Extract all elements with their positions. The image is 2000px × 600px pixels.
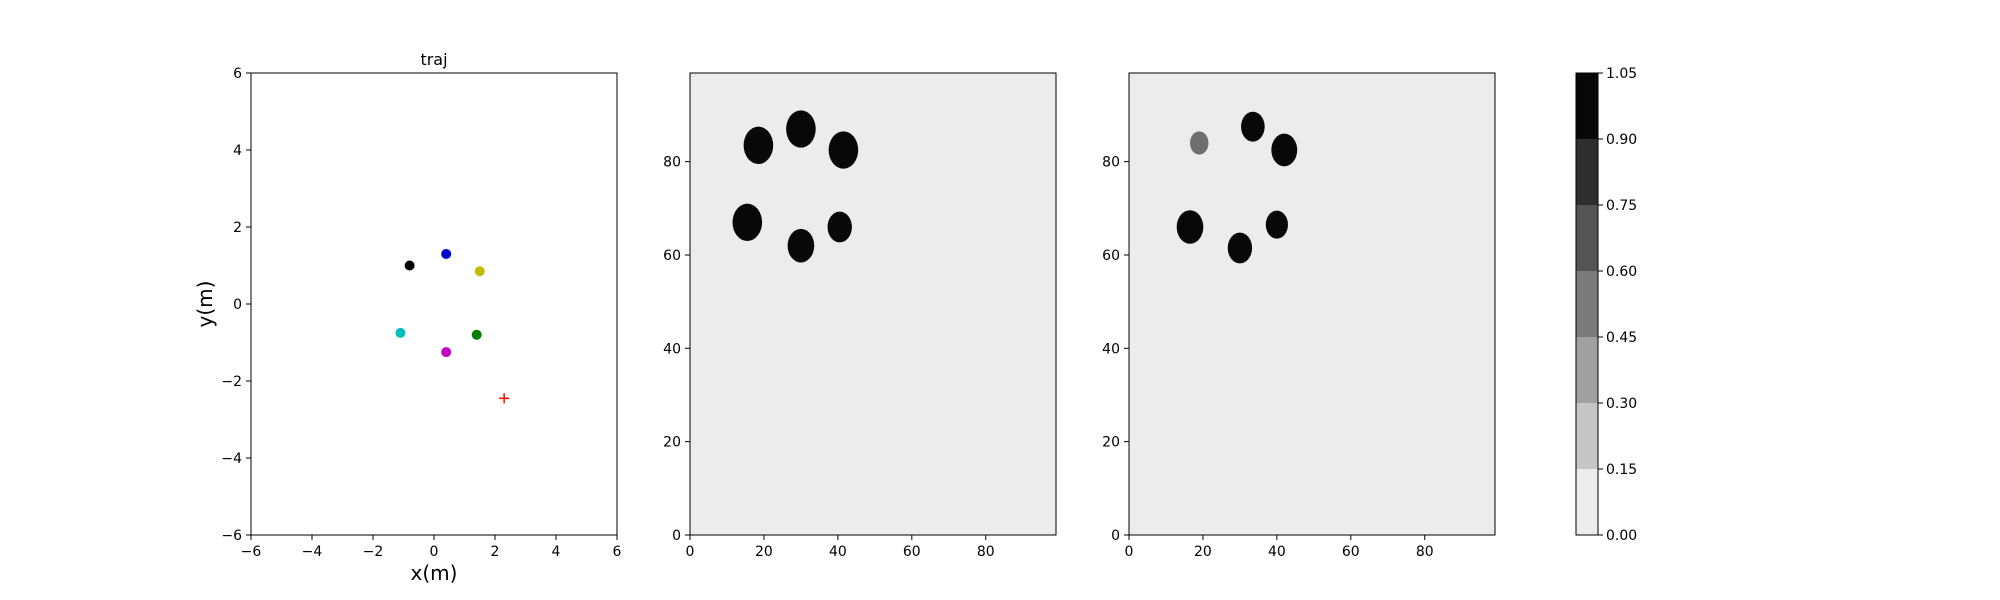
- map1-x-tick-label: 0: [686, 544, 695, 560]
- agent-point: [474, 266, 485, 277]
- agent-point: [441, 248, 452, 259]
- map2-x-tick-label: 0: [1125, 544, 1134, 560]
- colorbar-band: [1576, 73, 1598, 139]
- map2-y-tick-label: 20: [1102, 435, 1120, 451]
- colorbar-tick-label: 0.30: [1606, 396, 1637, 412]
- colorbar-band: [1576, 469, 1598, 535]
- map-1-frame: [689, 72, 1057, 536]
- map-2-frame: [1128, 72, 1496, 536]
- traj-x-tick-label: 4: [552, 544, 561, 560]
- map1-y-tick-label: 0: [672, 528, 681, 544]
- colorbar-band: [1576, 403, 1598, 469]
- traj-y-tick-label: 0: [233, 297, 242, 313]
- map1-blob: [732, 203, 763, 241]
- colorbar: 0.00 0.15 0.30 0.45 0.60 0.75 0.90 1.05: [1575, 66, 1637, 544]
- colorbar-band: [1576, 139, 1598, 205]
- colorbar-tick-label: 0.75: [1606, 198, 1637, 214]
- map2-y-tick-label: 40: [1102, 341, 1120, 357]
- map2-y-tick-label: 0: [1111, 528, 1120, 544]
- colorbar-tick-label: 1.05: [1606, 66, 1637, 82]
- map2-blob: [1241, 111, 1265, 142]
- map1-y-tick-label: 60: [663, 248, 681, 264]
- map2-x-tick-label: 60: [1342, 544, 1360, 560]
- y-axis-label: y(m): [193, 281, 217, 328]
- map2-x-tick-label: 20: [1194, 544, 1212, 560]
- traj-x-tick-label: 2: [491, 544, 500, 560]
- colorbar-tick-label: 0.60: [1606, 264, 1637, 280]
- colorbar-tick-label: 0.45: [1606, 330, 1637, 346]
- goal-marker: [499, 393, 510, 404]
- colorbar-band: [1576, 271, 1598, 337]
- map2-blob: [1271, 133, 1298, 167]
- traj-x-tick-label: −4: [302, 544, 323, 560]
- map2-blob: [1190, 131, 1209, 155]
- map2-y-tick-label: 60: [1102, 248, 1120, 264]
- traj-y-tick-label: 6: [233, 66, 242, 82]
- x-axis-label: x(m): [411, 561, 458, 585]
- map2-blob: [1265, 210, 1288, 239]
- trajectory-plot: traj −6 −4 −2 0 2 4 6 −6 −4 −2 0 2 4 6 x(m) y(m): [193, 50, 622, 585]
- traj-x-tick-label: 0: [430, 544, 439, 560]
- traj-y-tick-label: 2: [233, 220, 242, 236]
- agent-point: [404, 260, 415, 271]
- map1-x-tick-label: 40: [829, 544, 847, 560]
- colorbar-band: [1576, 205, 1598, 271]
- traj-y-tick-label: −6: [221, 528, 242, 544]
- plot-frame: [250, 72, 618, 536]
- map2-x-tick-label: 80: [1416, 544, 1434, 560]
- map-1-blobs: [732, 110, 859, 263]
- agent-point: [395, 327, 406, 338]
- occupancy-map-1: 0 20 40 60 80 0 20 40 60 80: [663, 72, 1057, 560]
- agent-point: [441, 347, 452, 358]
- traj-x-tick-label: −2: [363, 544, 384, 560]
- map-2-background: [1129, 73, 1495, 535]
- map1-y-tick-label: 80: [663, 155, 681, 171]
- traj-x-tick-label: −6: [241, 544, 262, 560]
- map2-blob: [1227, 232, 1253, 264]
- map1-y-tick-label: 40: [663, 341, 681, 357]
- colorbar-frame: [1575, 72, 1599, 536]
- map1-x-tick-label: 80: [977, 544, 995, 560]
- traj-x-tick-label: 6: [613, 544, 622, 560]
- map2-x-tick-label: 40: [1268, 544, 1286, 560]
- map2-y-tick-label: 80: [1102, 155, 1120, 171]
- map1-x-tick-label: 60: [903, 544, 921, 560]
- colorbar-tick-label: 0.00: [1606, 528, 1637, 544]
- traj-y-tick-label: 4: [233, 143, 242, 159]
- map1-blob: [743, 126, 774, 164]
- colorbar-tick-label: 0.90: [1606, 132, 1637, 148]
- colorbar-band: [1576, 337, 1598, 403]
- agent-point: [471, 329, 482, 340]
- plot-area: [251, 73, 617, 535]
- occupancy-map-2: 0 20 40 60 80 0 20 40 60 80: [1102, 72, 1496, 560]
- map2-blob: [1176, 210, 1204, 244]
- map-2-blobs: [1176, 111, 1298, 264]
- map1-blob: [786, 110, 816, 148]
- colorbar-tick-label: 0.15: [1606, 462, 1637, 478]
- traj-y-tick-label: −4: [221, 451, 242, 467]
- traj-y-tick-label: −2: [221, 374, 242, 390]
- map1-blob: [787, 228, 815, 263]
- map1-y-tick-label: 20: [663, 435, 681, 451]
- map1-x-tick-label: 20: [755, 544, 773, 560]
- map1-blob: [827, 211, 852, 243]
- chart-title: traj: [420, 50, 447, 69]
- map1-blob: [828, 131, 859, 169]
